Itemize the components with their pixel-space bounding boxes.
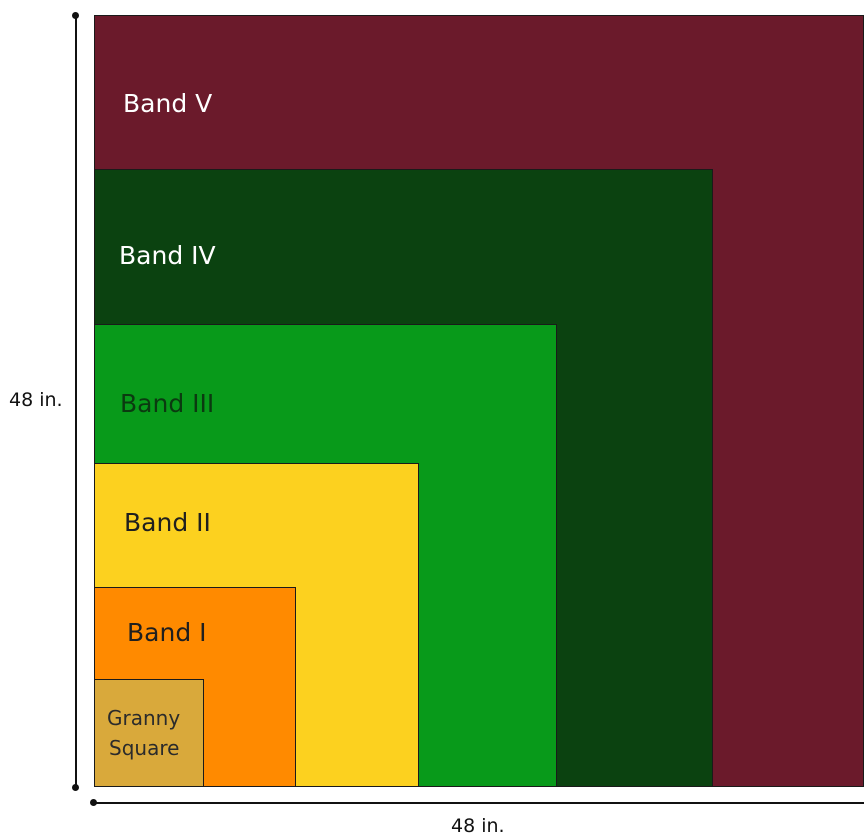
band-iv-label: Band IV (119, 241, 216, 270)
granny-square (94, 679, 204, 787)
height-top-dot (72, 12, 79, 19)
band-i-label: Band I (127, 618, 207, 647)
height-label: 48 in. (9, 389, 63, 411)
granny-square-label-line2: Square (109, 736, 180, 760)
band-ii-label: Band II (124, 508, 211, 537)
granny-square-label-line1: Granny (107, 706, 181, 730)
band-v-label: Band V (123, 89, 213, 118)
width-dimension-line (94, 802, 864, 804)
height-dimension-line (75, 16, 77, 786)
height-bottom-dot (72, 784, 79, 791)
band-iii-label: Band III (120, 389, 215, 418)
width-left-dot (90, 799, 97, 806)
width-label: 48 in. (451, 815, 505, 837)
